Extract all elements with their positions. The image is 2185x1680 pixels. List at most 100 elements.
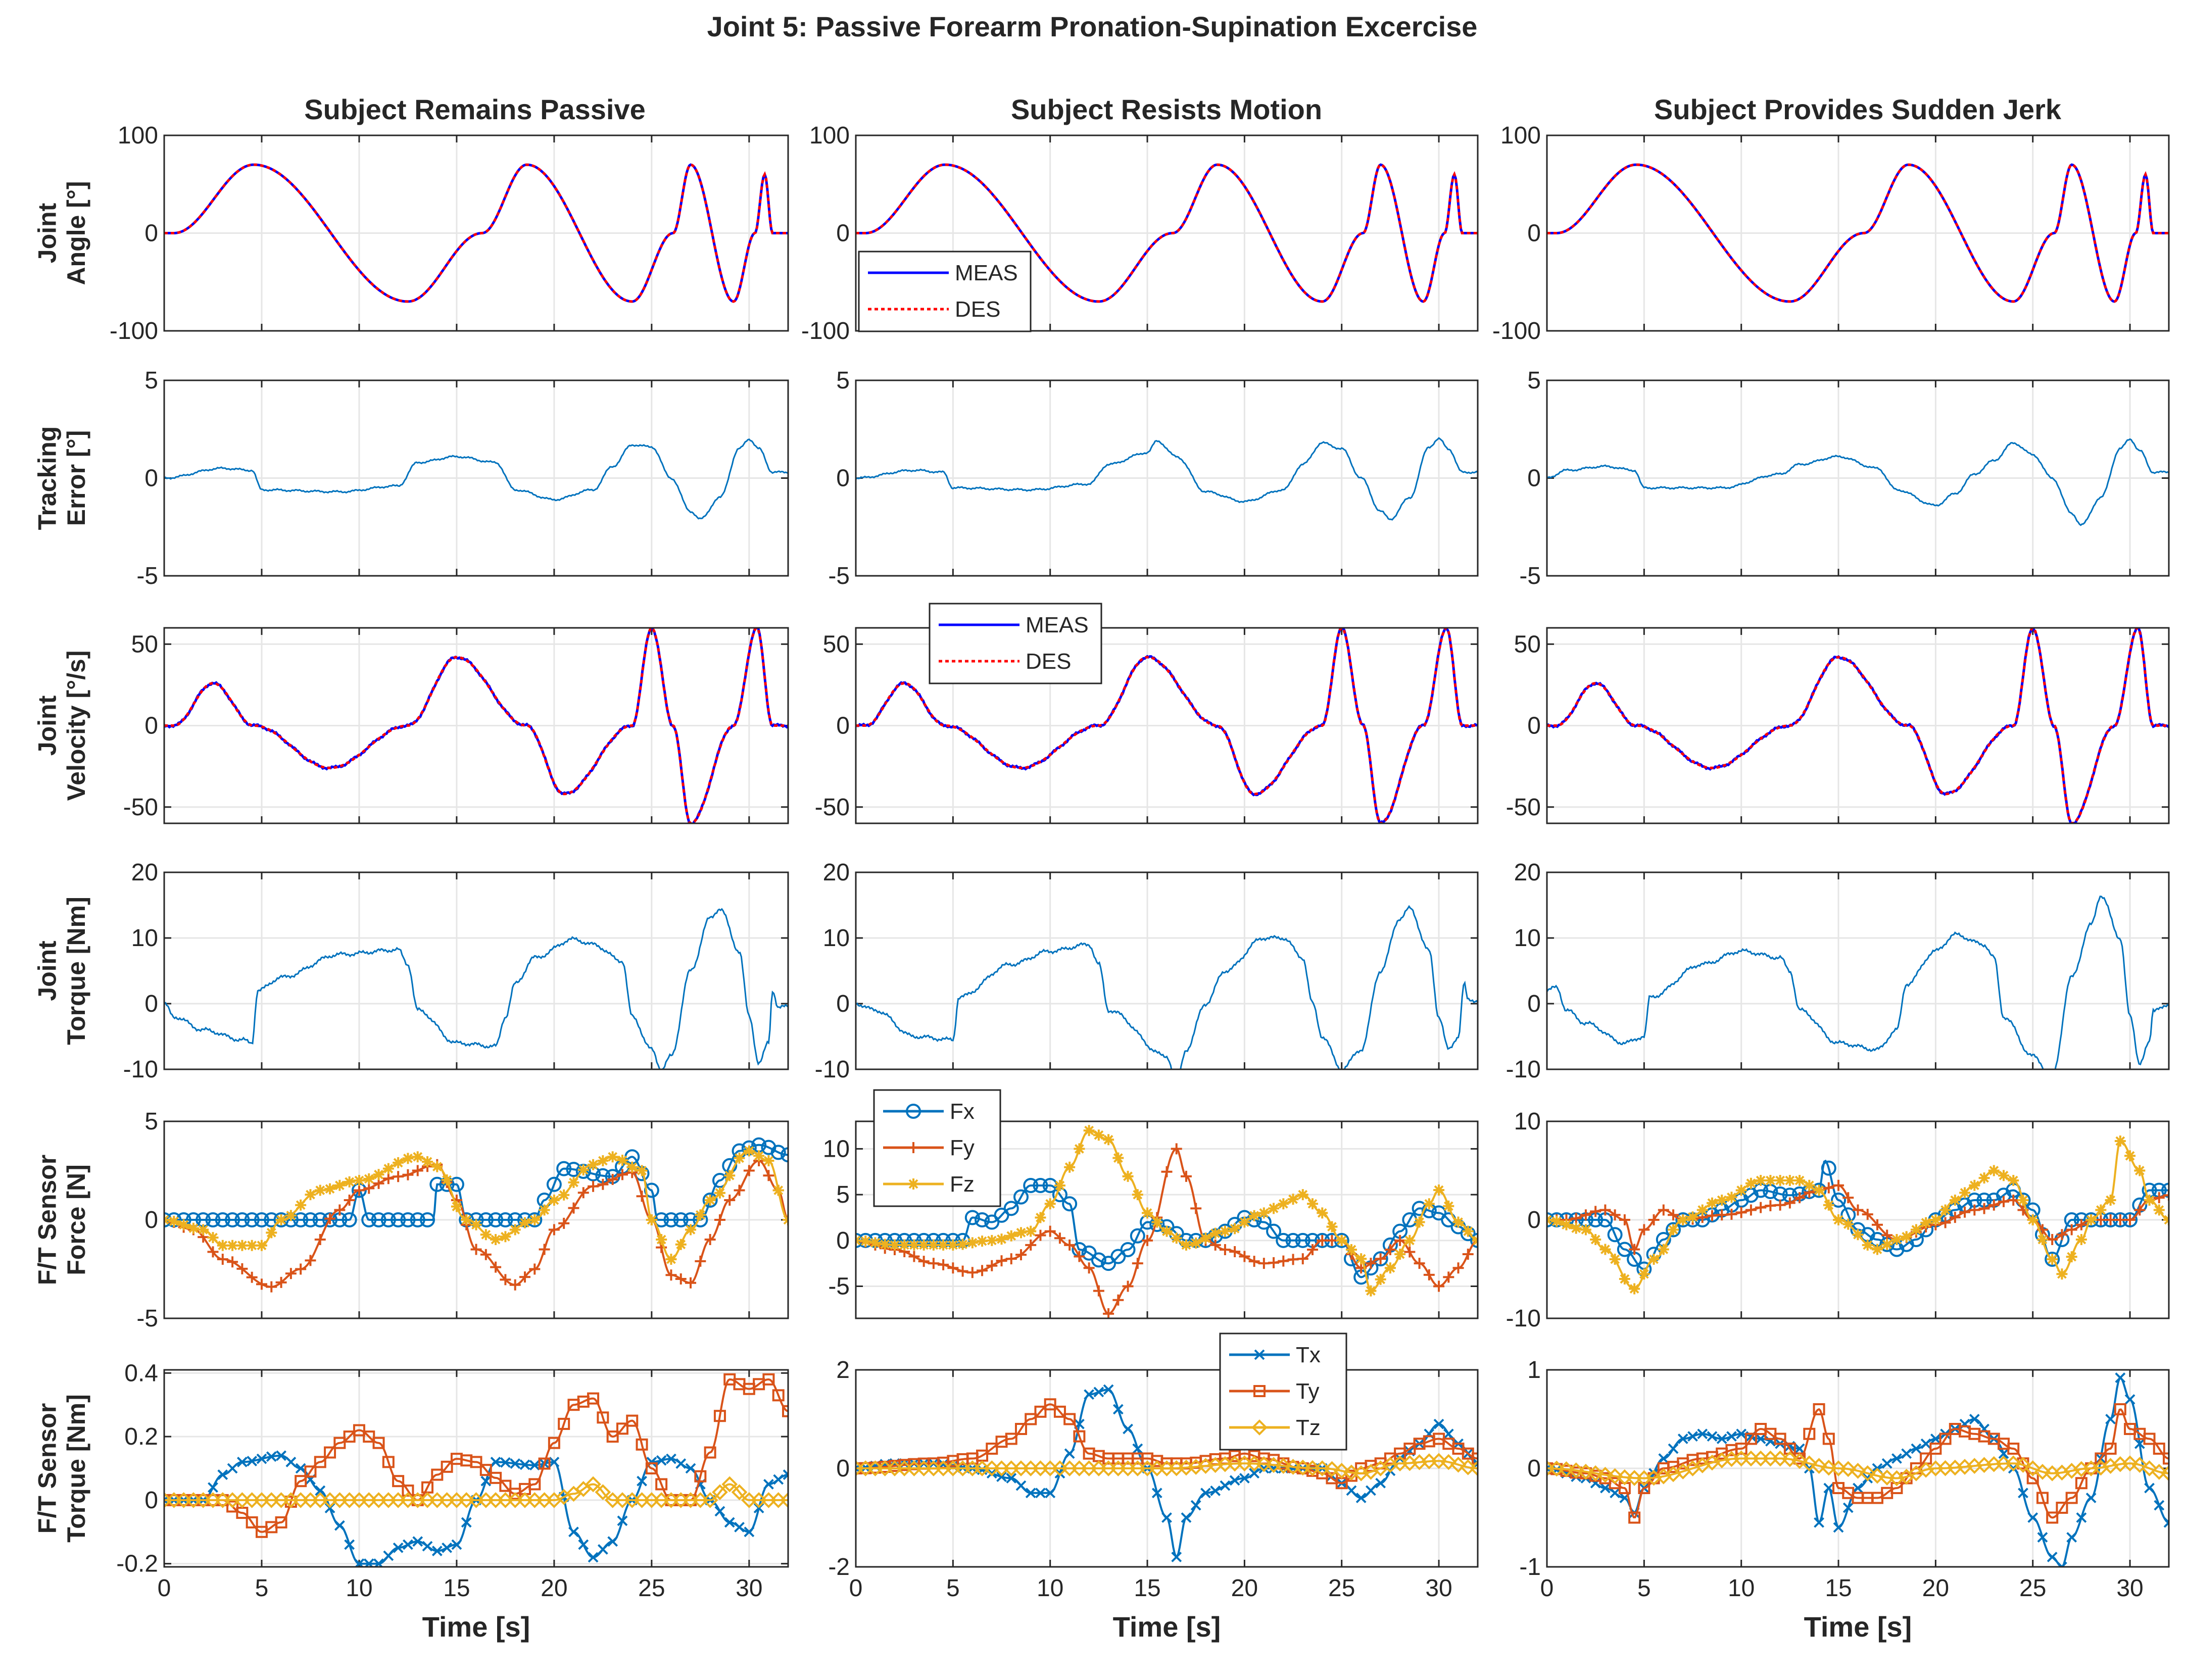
axes-background <box>164 872 788 1069</box>
marker-fy <box>1142 1234 1153 1246</box>
marker-tz <box>1558 1461 1575 1477</box>
marker-ty <box>1803 1427 1816 1440</box>
marker-tx <box>236 1457 248 1467</box>
marker-ty <box>304 1465 317 1478</box>
marker-fz <box>626 1161 638 1173</box>
marker-fz <box>2036 1234 2048 1245</box>
marker-fy <box>1394 1234 1406 1246</box>
x-tick-label: 5 <box>1637 1575 1651 1602</box>
marker-fz <box>1939 1204 1951 1216</box>
marker-tz <box>1333 1463 1350 1479</box>
marker-fx <box>964 1210 980 1225</box>
marker-tz <box>2131 1457 2148 1473</box>
marker-fz <box>1784 1175 1795 1186</box>
marker-tx <box>1200 1488 1211 1499</box>
marker-fy <box>1219 1244 1231 1255</box>
marker-fy <box>1949 1212 1961 1223</box>
marker-tz <box>2024 1460 2041 1476</box>
y-tick-label: 0 <box>836 220 850 247</box>
y-tick-label: 2 <box>836 1357 850 1383</box>
marker-fz <box>577 1164 589 1176</box>
marker-fz <box>1668 1224 1679 1236</box>
marker-fy <box>266 1281 277 1293</box>
marker-tx <box>724 1517 735 1528</box>
marker-tx <box>1842 1502 1854 1513</box>
marker-tz <box>712 1484 728 1501</box>
marker-tx <box>315 1485 326 1496</box>
marker-fx <box>2161 1182 2169 1198</box>
marker-fz <box>529 1214 541 1225</box>
marker-tx <box>2163 1517 2169 1528</box>
marker-fy <box>616 1169 628 1180</box>
marker-tx <box>1911 1443 1922 1454</box>
marker-ty <box>402 1485 414 1497</box>
marker-fz <box>957 1239 968 1250</box>
marker-fx <box>234 1212 250 1227</box>
marker-ty <box>333 1437 346 1449</box>
marker-fy <box>704 1234 716 1245</box>
marker-tx <box>1433 1418 1444 1429</box>
marker-tz <box>1617 1469 1633 1486</box>
marker-fx <box>2045 1252 2060 1267</box>
marker-ty <box>587 1392 600 1405</box>
marker-fz <box>236 1240 248 1251</box>
marker-tz <box>1548 1460 1565 1477</box>
marker-fy <box>500 1274 511 1286</box>
marker-tx <box>1229 1475 1240 1486</box>
marker-fz <box>1258 1207 1270 1219</box>
marker-ty <box>353 1424 365 1437</box>
marker-tx <box>285 1457 297 1467</box>
marker-fx <box>380 1212 396 1227</box>
y-tick-label: 0 <box>836 465 850 492</box>
marker-fy <box>1375 1253 1386 1265</box>
marker-tx <box>1006 1473 1017 1484</box>
marker-fx <box>1003 1201 1019 1216</box>
marker-fy <box>305 1255 316 1266</box>
marker-ty <box>2143 1432 2156 1445</box>
y-tick-label: 10 <box>823 1135 850 1162</box>
marker-fy <box>1074 1251 1085 1262</box>
legend-item-tz: Tz <box>1229 1415 1321 1440</box>
marker-fz <box>168 1215 180 1227</box>
subplot-error-col1: -5 0 5 <box>136 367 789 589</box>
marker-tx <box>266 1451 277 1462</box>
marker-fz <box>1726 1192 1737 1203</box>
marker-fy <box>1462 1249 1474 1260</box>
legend-label: MEAS <box>1026 613 1089 637</box>
marker-fy <box>393 1171 404 1182</box>
marker-fz <box>1142 1207 1153 1219</box>
marker-fx <box>1033 1177 1048 1193</box>
marker-tz <box>1791 1453 1808 1469</box>
marker-fx <box>254 1212 269 1227</box>
marker-tx <box>344 1539 355 1550</box>
marker-fz <box>1044 1198 1056 1210</box>
x-tick-label: 25 <box>2019 1575 2046 1602</box>
marker-tz <box>1772 1450 1788 1467</box>
marker-fy <box>675 1273 687 1284</box>
y-tick-label: 5 <box>836 1181 850 1208</box>
marker-fz <box>1394 1249 1406 1260</box>
y-tick-label: 0 <box>1527 991 1541 1017</box>
plot-area <box>856 1125 1478 1318</box>
marker-fy <box>636 1191 648 1202</box>
marker-fz <box>207 1232 219 1244</box>
plot-area <box>164 438 788 520</box>
marker-fz <box>1755 1175 1767 1186</box>
y-tick-label: 0 <box>836 1455 850 1482</box>
marker-tz <box>2005 1455 2022 1472</box>
marker-fy <box>324 1213 336 1224</box>
marker-fx <box>1285 1232 1301 1248</box>
marker-fz <box>743 1145 755 1157</box>
marker-tx <box>412 1536 423 1547</box>
marker-fy <box>1871 1219 1883 1230</box>
marker-fz <box>1891 1234 1903 1245</box>
plot-area <box>1547 1372 2169 1567</box>
marker-fy <box>1638 1224 1650 1236</box>
marker-fz <box>441 1174 453 1186</box>
row-label-angle: JointAngle [°] <box>33 181 91 285</box>
marker-fy <box>470 1244 482 1255</box>
marker-tx <box>666 1453 676 1464</box>
x-tick-label: 30 <box>736 1575 762 1602</box>
marker-fy <box>382 1173 394 1184</box>
marker-tx <box>1901 1448 1912 1459</box>
